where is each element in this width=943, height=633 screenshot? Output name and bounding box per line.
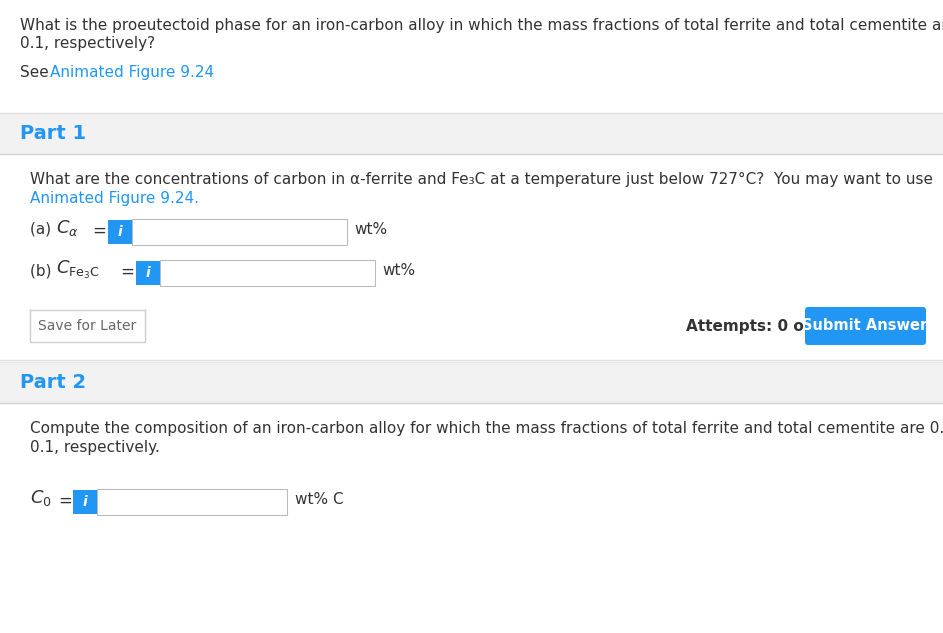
Text: Animated Figure 9.24.: Animated Figure 9.24. [30, 191, 199, 206]
Text: i: i [83, 495, 88, 509]
Text: Compute the composition of an iron-carbon alloy for which the mass fractions of : Compute the composition of an iron-carbo… [30, 421, 943, 436]
Bar [0, 404, 943, 633]
Text: =: = [92, 222, 106, 240]
Bar [132, 219, 347, 245]
Text: What are the concentrations of carbon in α-ferrite and Fe₃C at a temperature jus: What are the concentrations of carbon in… [30, 172, 933, 187]
Bar [136, 261, 160, 285]
Bar [97, 489, 287, 515]
Bar [30, 310, 145, 342]
Text: (a): (a) [30, 222, 56, 237]
Text: Part 1: Part 1 [20, 124, 86, 143]
Text: Save for Later: Save for Later [38, 319, 136, 333]
Text: i: i [118, 225, 123, 239]
Bar [160, 260, 375, 286]
Bar [0, 363, 943, 403]
Bar [73, 490, 97, 514]
Bar [0, 114, 943, 154]
Text: i: i [145, 266, 150, 280]
Text: See: See [20, 65, 54, 80]
Text: wt%: wt% [382, 263, 415, 278]
Text: =: = [58, 492, 72, 510]
FancyBboxPatch shape [805, 307, 926, 345]
Text: (b): (b) [30, 263, 57, 278]
Text: 0.1, respectively.: 0.1, respectively. [30, 440, 160, 455]
Text: What is the proeutectoid phase for an iron-carbon alloy in which the mass fracti: What is the proeutectoid phase for an ir… [20, 18, 943, 33]
Text: $C_0$: $C_0$ [30, 488, 52, 508]
Text: Attempts: 0 of 3 used: Attempts: 0 of 3 used [686, 318, 872, 334]
Text: $C_{\mathrm{Fe_3C}}$: $C_{\mathrm{Fe_3C}}$ [56, 259, 100, 281]
Text: Submit Answer: Submit Answer [802, 318, 928, 334]
Text: =: = [120, 263, 134, 281]
Bar [108, 220, 132, 244]
Text: wt% C: wt% C [295, 492, 343, 507]
Text: wt%: wt% [354, 222, 388, 237]
Bar [0, 0, 943, 120]
Text: $C_{\alpha}$: $C_{\alpha}$ [56, 218, 78, 238]
Text: Part 2: Part 2 [20, 373, 86, 392]
Text: 0.1, respectively?: 0.1, respectively? [20, 36, 156, 51]
Text: Animated Figure 9.24: Animated Figure 9.24 [50, 65, 214, 80]
Bar [0, 155, 943, 395]
